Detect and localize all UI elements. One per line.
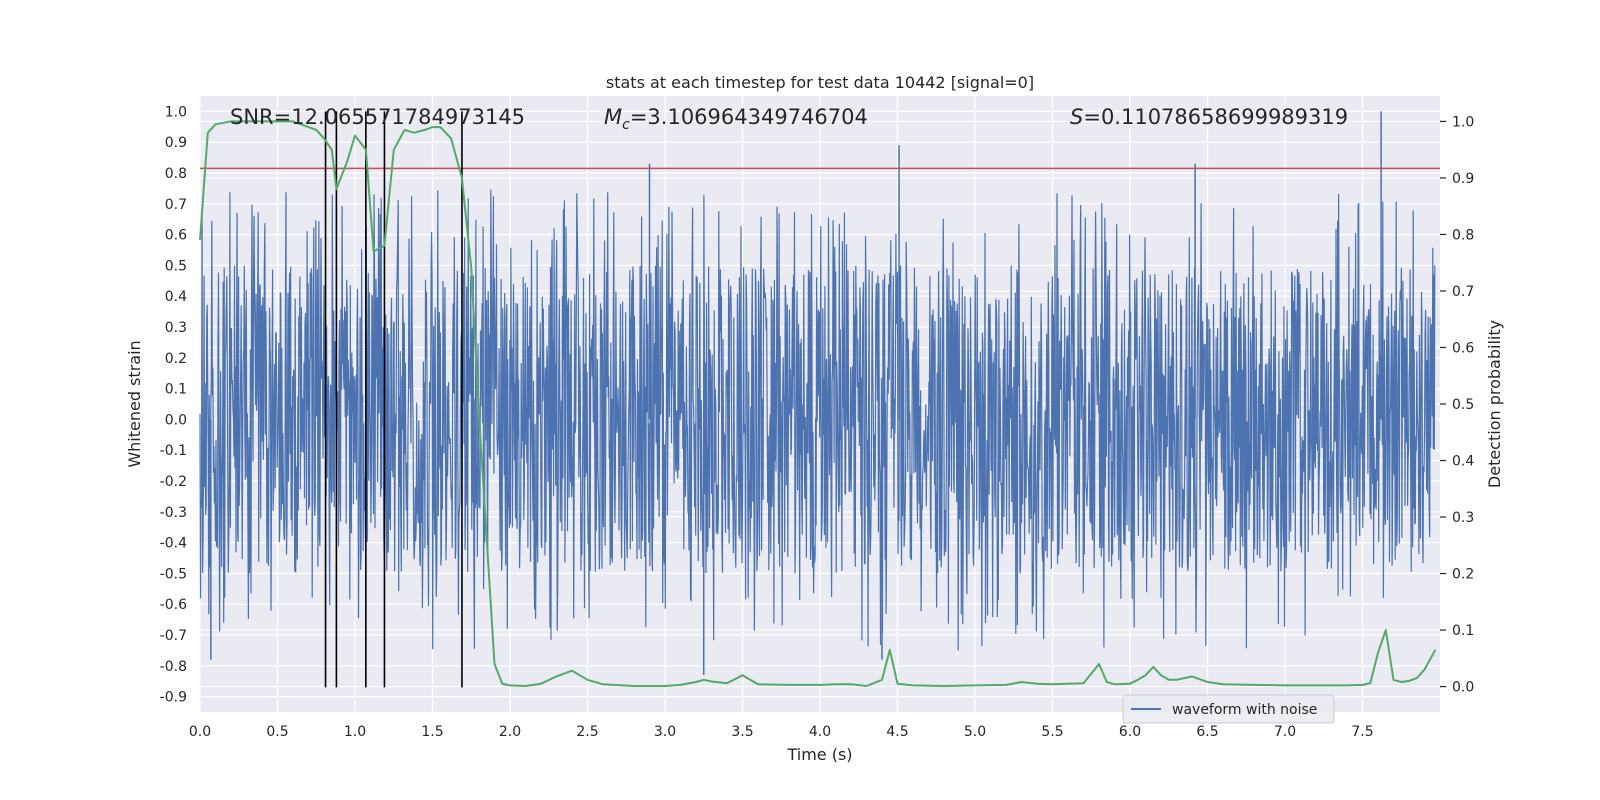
waveform-spikes	[210, 111, 1382, 676]
right-y-axis-label: Detection probability	[1485, 320, 1504, 488]
chirp-mass-value: =3.106964349746704	[630, 105, 868, 129]
left-y-tick-label: 0.3	[165, 320, 187, 336]
s-annotation: S=0.11078658699989319	[1070, 105, 1348, 129]
right-y-tick-label: 0.2	[1452, 567, 1474, 583]
right-y-tick-label: 0.6	[1452, 340, 1474, 356]
right-y-tick-label: 0.1	[1452, 623, 1474, 639]
left-y-tick-label: 0.5	[165, 258, 187, 274]
x-tick-label: 2.0	[499, 724, 521, 740]
x-axis-ticks: 0.0 0.5 1.0 1.5 2.0 2.5 3.0 3.5 4.0 4.5 5.0 5.5 6.0 6…	[189, 724, 1374, 740]
x-tick-label: 7.5	[1351, 724, 1373, 740]
right-y-tick-label: 0.7	[1452, 284, 1474, 300]
left-y-tick-label: 0.2	[165, 351, 187, 367]
chart-title: stats at each timestep for test data 104…	[606, 73, 1034, 92]
legend-label-waveform: waveform with noise	[1172, 702, 1317, 718]
left-y-tick-label: -0.2	[160, 474, 187, 490]
left-y-tick-label: 0.7	[165, 197, 187, 213]
x-axis-label: Time (s)	[786, 745, 852, 764]
left-y-tick-label: 0.9	[165, 135, 187, 151]
detection-probability-line	[199, 120, 1437, 687]
right-y-tick-label: 0.0	[1452, 680, 1474, 696]
chirp-mass-annotation: Mc=3.106964349746704	[604, 105, 868, 133]
right-y-tick-label: 0.8	[1452, 227, 1474, 243]
left-y-tick-label: 0.8	[165, 166, 187, 182]
x-tick-label: 5.0	[964, 724, 986, 740]
x-tick-label: 4.0	[809, 724, 831, 740]
chirp-mass-symbol: M	[604, 105, 622, 129]
x-tick-label: 0.5	[266, 724, 288, 740]
vertical-markers	[324, 111, 463, 688]
right-y-tick-label: 1.0	[1452, 114, 1474, 130]
x-tick-label: 6.0	[1119, 724, 1141, 740]
legend-box	[1122, 694, 1335, 724]
left-y-tick-label: 0.1	[165, 382, 187, 398]
left-y-tick-label: 0.4	[165, 289, 187, 305]
left-y-tick-label: -0.8	[160, 659, 187, 675]
waveform-trace	[199, 189, 1436, 651]
left-y-tick-label: -0.9	[160, 690, 187, 706]
waveform-series	[199, 189, 1436, 651]
x-tick-label: 0.0	[189, 724, 211, 740]
left-y-tick-label: -0.3	[160, 505, 187, 521]
left-y-tick-label: 0.6	[165, 228, 187, 244]
s-value: =0.11078658699989319	[1083, 105, 1348, 129]
legend: waveform with noise	[1122, 694, 1335, 724]
x-tick-label: 1.0	[344, 724, 366, 740]
chirp-mass-subscript: c	[622, 117, 630, 133]
left-y-tick-label: 0.0	[165, 412, 187, 428]
x-tick-label: 2.5	[576, 724, 598, 740]
x-tick-label: 5.5	[1041, 724, 1063, 740]
right-y-tick-label: 0.9	[1452, 171, 1474, 187]
left-y-tick-label: -0.1	[160, 443, 187, 459]
x-tick-label: 3.0	[654, 724, 676, 740]
left-y-axis-ticks: 1.0 0.9 0.8 0.7 0.6 0.5 0.4 0.3 0.2 0.1 0.0 -0.1 -0.…	[160, 104, 187, 705]
x-tick-label: 1.5	[421, 724, 443, 740]
x-tick-label: 3.5	[731, 724, 753, 740]
s-symbol: S	[1070, 105, 1083, 129]
left-y-tick-label: -0.5	[160, 566, 187, 582]
left-y-tick-label: -0.7	[160, 628, 187, 644]
left-y-tick-label: -0.6	[160, 597, 187, 613]
right-y-tick-label: 0.4	[1452, 454, 1474, 470]
x-tick-label: 4.5	[886, 724, 908, 740]
right-y-tick-label: 0.3	[1452, 510, 1474, 526]
right-y-tick-label: 0.5	[1452, 397, 1474, 413]
x-tick-label: 7.0	[1274, 724, 1296, 740]
snr-annotation: SNR=12.065571784973145	[230, 105, 525, 129]
right-y-axis-ticks: 1.0 0.9 0.8 0.7 0.6 0.5 0.4 0.3 0.2 0.1 0.0	[1440, 114, 1474, 696]
left-y-axis-label: Whitened strain	[125, 340, 144, 467]
x-tick-label: 6.5	[1196, 724, 1218, 740]
left-y-tick-label: -0.4	[160, 536, 187, 552]
left-y-tick-label: 1.0	[165, 104, 187, 120]
